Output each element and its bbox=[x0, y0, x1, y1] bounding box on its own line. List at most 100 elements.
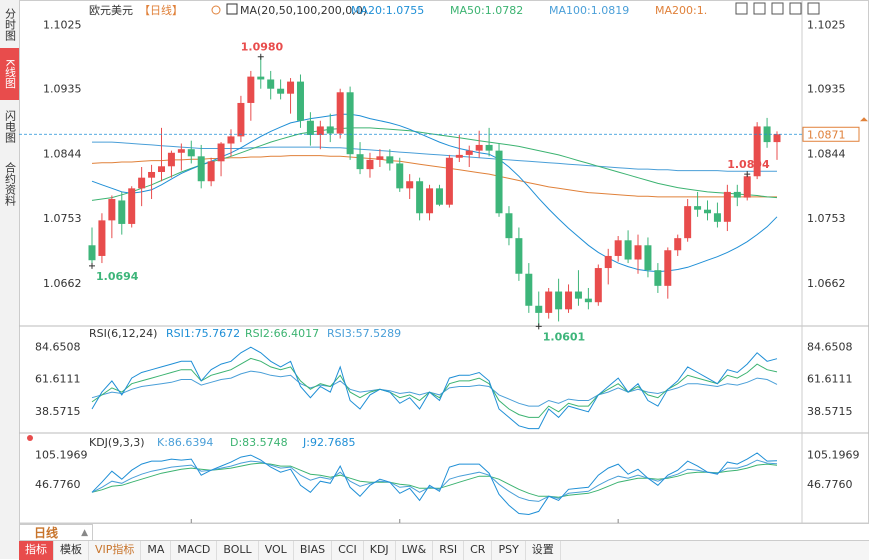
candle-body bbox=[306, 120, 314, 135]
sidebar-tab-3[interactable]: 合约资料 bbox=[3, 162, 17, 206]
candle-body bbox=[515, 238, 523, 274]
bottom-tab-9[interactable]: KDJ bbox=[364, 541, 396, 560]
candle-body bbox=[435, 188, 443, 205]
candle-body bbox=[197, 156, 205, 182]
bottom-tab-5[interactable]: BOLL bbox=[217, 541, 259, 560]
candle-body bbox=[356, 154, 364, 170]
fullscreen-icon[interactable] bbox=[789, 2, 802, 15]
kdj-k-line bbox=[91, 459, 778, 502]
candle-body bbox=[207, 161, 215, 182]
candle-body bbox=[177, 149, 185, 153]
ma-label: MA(20,50,100,200,0,0) bbox=[240, 4, 367, 17]
settings-icon bbox=[211, 5, 221, 15]
bottom-toolbar: 指标 模板 VIP指标 MA MACD BOLL VOL BIAS CCI KDJ LW& RSI CR… bbox=[19, 540, 869, 560]
candle-body bbox=[505, 213, 513, 239]
price-axis-label: 1.1025 bbox=[807, 19, 846, 32]
rsi1-label: RSI1:75.7672 bbox=[166, 327, 240, 340]
ma20-label: MA20:1.0755 bbox=[351, 4, 424, 17]
period-label: 日线 bbox=[34, 526, 59, 540]
candle-body bbox=[98, 220, 106, 256]
candle-body bbox=[128, 188, 136, 224]
bottom-tab-6[interactable]: VOL bbox=[259, 541, 294, 560]
rsi2-line bbox=[91, 357, 778, 418]
bottom-tab-4[interactable]: MACD bbox=[171, 541, 218, 560]
candle-body bbox=[565, 291, 573, 310]
zoom-out-icon[interactable] bbox=[753, 2, 766, 15]
bottom-tab-14[interactable]: 设置 bbox=[526, 541, 561, 560]
candle-body bbox=[664, 250, 672, 286]
rsi-axis-label-left: 61.6111 bbox=[35, 373, 81, 386]
kdj-axis-label: 105.1969 bbox=[807, 448, 860, 461]
symbol-label: 欧元美元 bbox=[89, 4, 133, 17]
candle-body bbox=[287, 81, 295, 94]
ma200-line bbox=[91, 155, 777, 198]
bottom-tab-13[interactable]: PSY bbox=[492, 541, 526, 560]
ma50-line bbox=[91, 127, 778, 201]
bottom-tab-7[interactable]: BIAS bbox=[294, 541, 333, 560]
period-label: 【日线】 bbox=[139, 3, 183, 17]
candle-body bbox=[644, 245, 652, 271]
sidebar-tab-1[interactable]: K线图 bbox=[0, 48, 19, 100]
candle-body bbox=[773, 134, 781, 143]
candle-body bbox=[157, 166, 165, 172]
extreme-label-high2: 1.0894 bbox=[727, 158, 770, 171]
sidebar-tab-0[interactable]: 分时图 bbox=[3, 7, 17, 41]
price-axis-label-left: 1.0844 bbox=[43, 147, 82, 160]
candle-body bbox=[257, 76, 265, 80]
ma20-line bbox=[91, 113, 778, 273]
candle-body bbox=[316, 126, 324, 135]
candle-body bbox=[88, 245, 96, 261]
bottom-tab-0[interactable]: 指标 bbox=[19, 541, 54, 560]
rsi-label: RSI(6,12,24) bbox=[89, 327, 157, 340]
candle-body bbox=[654, 270, 662, 286]
candle-body bbox=[296, 81, 304, 121]
left-sidebar: 分时图 K线图闪电图合约资料 bbox=[0, 0, 20, 559]
candle-body bbox=[614, 240, 622, 256]
last-price-label: 1.0871 bbox=[807, 128, 846, 141]
sidebar-tab-2[interactable]: 闪电图 bbox=[3, 109, 17, 143]
menu-icon[interactable] bbox=[807, 2, 820, 15]
kdj-axis-label-left: 46.7760 bbox=[35, 478, 81, 491]
kdj-d-label: D:83.5748 bbox=[230, 436, 288, 449]
candle-body bbox=[475, 144, 483, 151]
price-axis-label-left: 1.1025 bbox=[43, 19, 82, 32]
caret-up-icon: ▲ bbox=[81, 528, 88, 538]
last-price-tag bbox=[802, 126, 860, 142]
candle-body bbox=[336, 92, 344, 134]
candle-body bbox=[217, 143, 225, 162]
extreme-marker bbox=[257, 53, 264, 60]
zoom-in-icon[interactable] bbox=[735, 2, 748, 15]
candle-body bbox=[386, 156, 394, 164]
bottom-tab-12[interactable]: CR bbox=[464, 541, 493, 560]
price-axis-label-left: 1.0935 bbox=[43, 83, 82, 96]
candle-body bbox=[465, 150, 473, 155]
crosshair-icon[interactable] bbox=[771, 2, 784, 15]
ma50-label: MA50:1.0782 bbox=[450, 4, 523, 17]
candle-body bbox=[148, 171, 156, 178]
bottom-tab-2[interactable]: VIP指标 bbox=[89, 541, 142, 560]
rsi-axis-label: 61.6111 bbox=[807, 373, 853, 386]
extreme-marker bbox=[535, 323, 542, 330]
candle-body bbox=[684, 206, 692, 239]
ma100-label: MA100:1.0819 bbox=[549, 4, 629, 17]
candle-body bbox=[525, 273, 533, 306]
candle-body bbox=[733, 191, 741, 198]
bottom-tab-1[interactable]: 模板 bbox=[54, 541, 89, 560]
candle-body bbox=[227, 136, 235, 144]
candle-body bbox=[535, 305, 543, 313]
candle-body bbox=[277, 88, 285, 94]
rsi-axis-label: 84.6508 bbox=[807, 340, 853, 353]
bottom-tab-8[interactable]: CCI bbox=[332, 541, 364, 560]
rsi-axis-label: 38.5715 bbox=[807, 405, 853, 418]
caret-up-icon bbox=[860, 117, 868, 122]
kdj-label: KDJ(9,3,3) bbox=[89, 436, 145, 449]
price-axis-label: 1.0844 bbox=[807, 147, 846, 160]
kdj-k-label: K:86.6394 bbox=[157, 436, 213, 449]
bottom-tab-11[interactable]: RSI bbox=[433, 541, 465, 560]
bottom-tab-10[interactable]: LW& bbox=[396, 541, 434, 560]
bottom-tab-3[interactable]: MA bbox=[141, 541, 172, 560]
candle-body bbox=[108, 199, 116, 221]
chart-area[interactable]: 1.1025 1.1025 1.0935 1.0935 1.0844 1.0844 1.07… bbox=[19, 0, 869, 524]
candle-body bbox=[346, 92, 354, 155]
extreme-label-low2: 1.0601 bbox=[543, 330, 585, 343]
